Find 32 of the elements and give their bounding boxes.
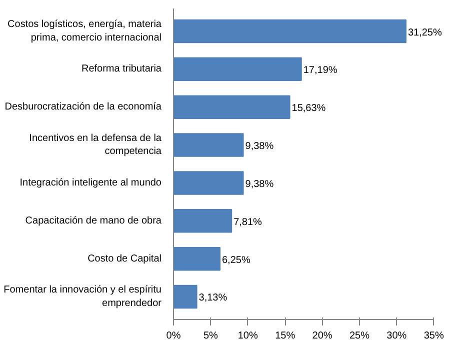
data-label: 3,13% [198,292,228,304]
data-label: 17,19% [303,65,338,76]
x-tick-label: 30% [386,330,407,342]
x-tick-label: 5% [203,330,218,342]
bar [174,209,232,233]
y-tick-label: Integración inteligente al mundo [20,177,162,188]
data-label: 6,25% [222,254,250,266]
x-tick-label: 35% [424,330,444,342]
data-label: 9,38% [245,141,274,152]
bar [174,95,290,119]
bar [174,284,198,309]
y-tick-label: Incentivos en la defensa de la competencia [29,132,162,158]
bar [174,57,302,82]
y-tick-label: Capacitación de mano de obra [25,215,162,226]
y-tick-label: Desburocratización de la economía [4,102,162,113]
x-tick-label: 15% [275,330,296,342]
y-tick-label: Costos logísticos, energía, materia prima, comercio internacional [8,19,162,44]
x-tick-label: 20% [312,330,332,342]
data-label: 15,63% [292,103,326,114]
bar [174,171,244,195]
y-tick-label: Costo de Capital [88,253,162,264]
x-tick-label: 0% [166,330,181,342]
bar [174,246,220,271]
data-label: 9,38% [245,178,274,190]
bar [174,133,244,157]
data-label: 31,25% [408,27,442,38]
y-tick-label: Reforma tributaria [81,64,162,75]
y-tick-label: Fomentar la innovación y el espíritu emprendedor [4,284,162,309]
x-tick-label: 25% [349,330,370,342]
bar [174,19,406,44]
data-label: 7,81% [234,216,262,228]
x-tick-label: 10% [238,330,258,342]
